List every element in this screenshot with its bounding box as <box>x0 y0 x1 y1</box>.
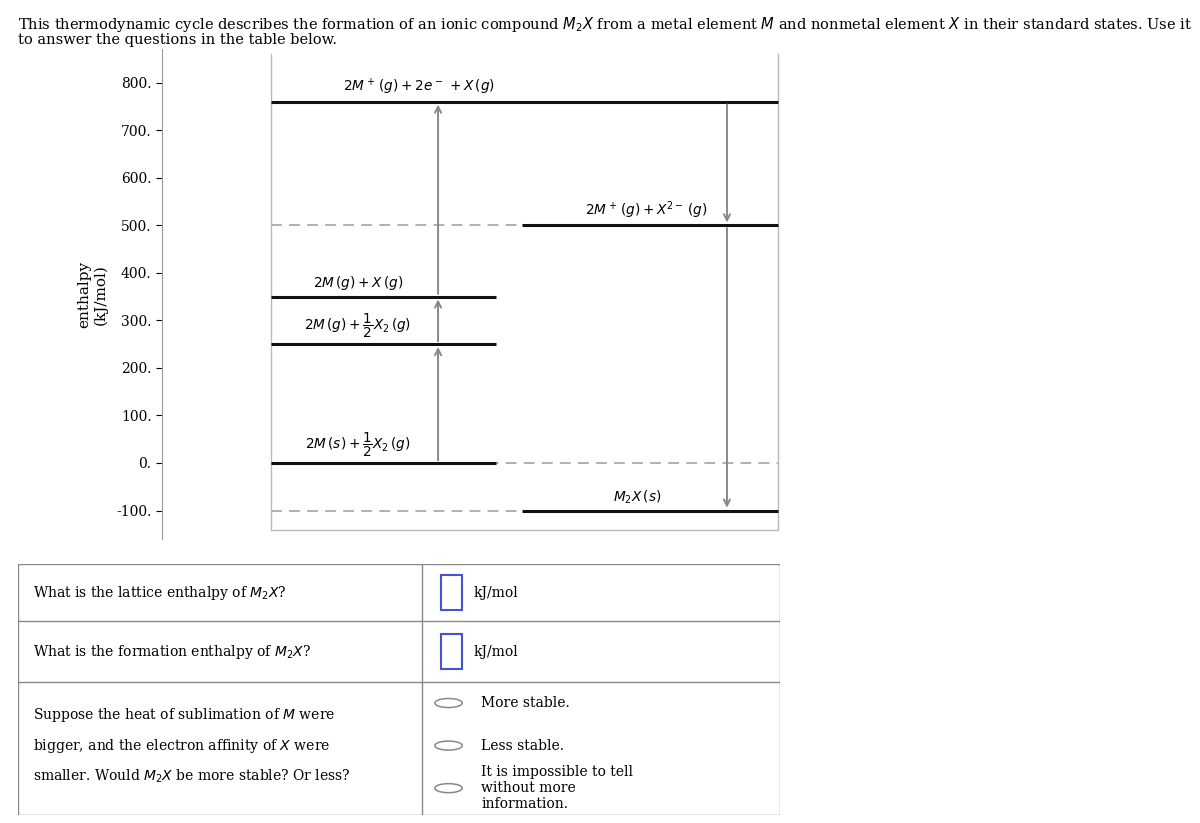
Text: kJ/mol: kJ/mol <box>474 644 518 658</box>
Text: Suppose the heat of sublimation of $M$ were
bigger, and the electron affinity of: Suppose the heat of sublimation of $M$ w… <box>34 706 350 785</box>
Y-axis label: enthalpy
(kJ/mol): enthalpy (kJ/mol) <box>77 261 108 328</box>
Text: kJ/mol: kJ/mol <box>474 586 518 600</box>
Text: $2M\,(g) + \dfrac{1}{2}X_2\,(g)$: $2M\,(g) + \dfrac{1}{2}X_2\,(g)$ <box>305 312 412 340</box>
Text: $2M\,(s) + \dfrac{1}{2}X_2\,(g)$: $2M\,(s) + \dfrac{1}{2}X_2\,(g)$ <box>305 430 410 458</box>
Text: to answer the questions in the table below.: to answer the questions in the table bel… <box>18 33 337 47</box>
Bar <box>440 634 462 669</box>
Text: It is impossible to tell
without more
information.: It is impossible to tell without more in… <box>481 765 634 811</box>
Text: $2M^+\,(g) + X^{2-}\,(g)$: $2M^+\,(g) + X^{2-}\,(g)$ <box>586 199 708 221</box>
Text: $2M\,(g) + X\,(g)$: $2M\,(g) + X\,(g)$ <box>313 274 403 292</box>
Text: $2M^+\,(g) + 2e^-\, + X\,(g)$: $2M^+\,(g) + 2e^-\, + X\,(g)$ <box>343 77 494 97</box>
Text: This thermodynamic cycle describes the formation of an ionic compound $M_2 X$ fr: This thermodynamic cycle describes the f… <box>18 15 1193 34</box>
Text: Less stable.: Less stable. <box>481 738 564 752</box>
Bar <box>440 575 462 610</box>
Text: More stable.: More stable. <box>481 696 570 710</box>
Text: What is the lattice enthalpy of $M_2X$?: What is the lattice enthalpy of $M_2X$? <box>34 584 287 602</box>
Text: What is the formation enthalpy of $M_2X$?: What is the formation enthalpy of $M_2X$… <box>34 643 311 661</box>
Text: $M_2X\,(s)$: $M_2X\,(s)$ <box>613 489 661 506</box>
